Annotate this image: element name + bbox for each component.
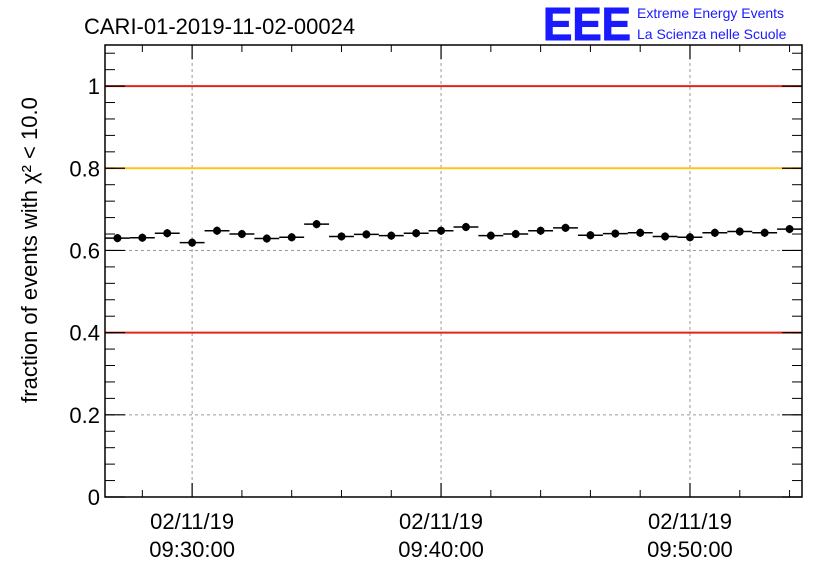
data-point [685,233,694,242]
data-point [312,220,321,229]
data-point [661,232,670,241]
x-tick-time: 09:50:00 [647,537,733,562]
data-point [163,229,172,238]
x-tick-date: 02/11/19 [399,509,483,534]
data-point [387,231,396,240]
data-point [511,230,520,239]
y-tick-label: 0.8 [69,156,100,181]
y-tick-label: 0.2 [69,403,100,428]
data-point [262,234,271,243]
data-point [138,233,147,242]
grid [105,45,802,498]
data-point [412,229,421,238]
data-point [337,232,346,241]
x-tick-date: 02/11/19 [150,509,234,534]
reference-lines [105,85,802,334]
data-point [586,231,595,240]
data-point [760,228,769,237]
logo-mark: EEE [543,0,631,50]
y-axis-label: fraction of events with χ² < 10.0 [17,97,42,403]
data-point [287,233,296,242]
y-tick-label: 0.6 [69,238,100,263]
y-tick-label: 1 [88,74,100,99]
data-point [237,230,246,239]
axes: 0 0.2 0.4 0.6 0.8 1 02/11/19 09:30:00 02/11/19 09… [69,45,802,562]
data-point [213,226,222,235]
logo-line-1: Extreme Energy Events [637,5,784,21]
y-tick-label: 0.4 [69,321,100,346]
data-point [536,226,545,235]
eee-logo: EEE Extreme Energy Events La Scienza nel… [543,0,787,51]
data-point [611,229,620,238]
data-point [362,230,371,239]
x-tick-time: 09:30:00 [149,537,235,562]
x-tick-date: 02/11/19 [648,509,732,534]
data-point [486,231,495,240]
data-point [785,225,794,234]
y-tick-label: 0 [88,485,100,510]
data-point [735,227,744,236]
data-point [188,238,197,247]
data-point [636,228,645,237]
x-tick-time: 09:40:00 [398,537,484,562]
data-point [561,223,570,232]
plot-frame [104,44,803,498]
data-series [105,220,802,247]
data-point [461,223,470,232]
data-point [437,226,446,235]
data-point [113,234,122,243]
chart-title: CARI-01-2019-11-02-00024 [84,14,355,39]
data-point [710,228,719,237]
logo-line-2: La Scienza nelle Scuole [637,26,787,42]
